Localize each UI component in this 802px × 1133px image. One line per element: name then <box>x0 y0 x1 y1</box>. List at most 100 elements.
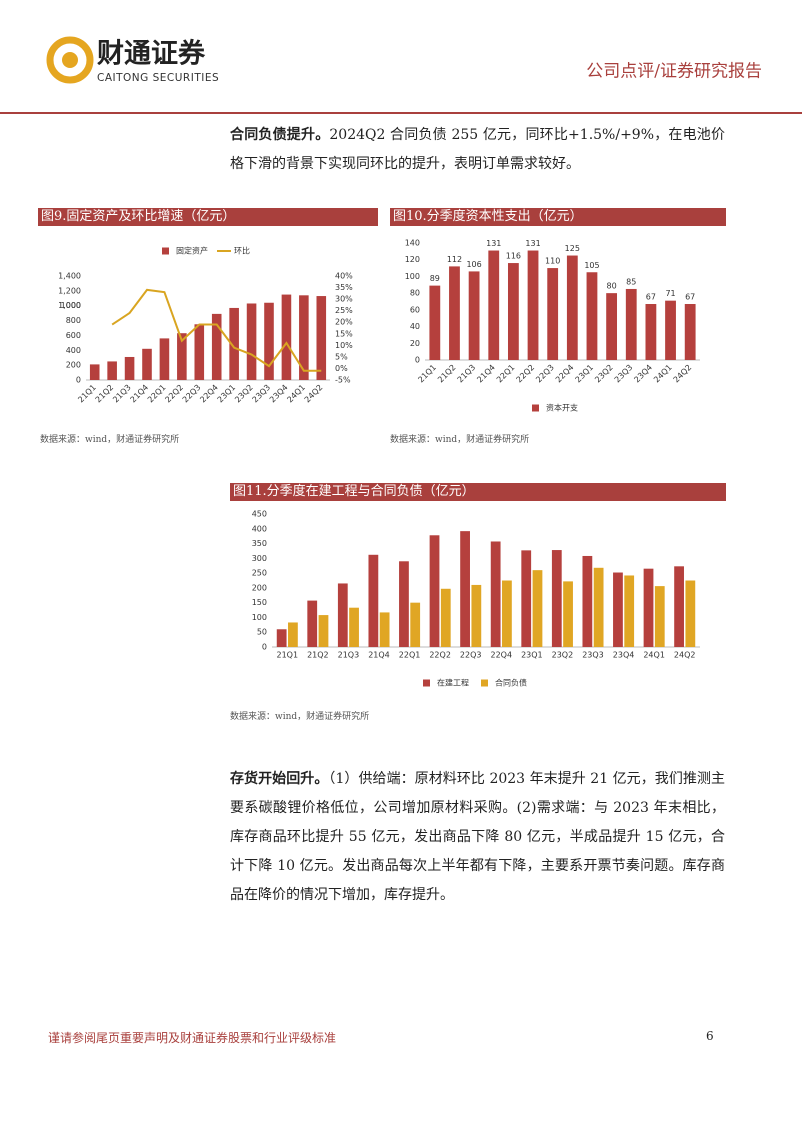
bar <box>194 324 205 380</box>
x-tick-label: 23Q3 <box>613 363 635 385</box>
chart-title: 图11.分季度在建工程与合同负债（亿元） <box>230 483 726 501</box>
tick-label: 400 <box>252 524 267 533</box>
x-tick-label: 23Q2 <box>593 363 615 385</box>
tick-label: 40 <box>410 322 420 331</box>
legend-label: 环比 <box>234 246 250 256</box>
bar <box>276 629 287 647</box>
bar <box>593 567 604 647</box>
x-tick-label: 23Q3 <box>582 651 604 660</box>
tick-label: 140 <box>405 239 420 248</box>
bar <box>368 554 379 647</box>
bar <box>665 300 676 360</box>
tick-label: 100 <box>405 272 420 281</box>
header: 财通证券 CAITONG SECURITIES 公司点评/证券研究报告 <box>0 36 802 114</box>
data-label: 67 <box>646 293 656 302</box>
x-tick-label: 21Q2 <box>307 651 329 660</box>
bar <box>349 607 359 647</box>
bar <box>299 295 309 380</box>
bar <box>440 588 451 647</box>
legend-label: 资本开支 <box>546 403 578 413</box>
paragraph: 合同负债提升。2024Q2 合同负债 255 亿元，同环比+1.5%/+9%，在… <box>230 121 725 179</box>
bar <box>566 255 578 360</box>
x-tick-label: 23Q3 <box>251 383 273 405</box>
bar <box>654 586 665 647</box>
bar <box>429 285 441 360</box>
x-tick-label: 23Q4 <box>632 363 654 385</box>
chart-title: 图9.固定资产及环比增速（亿元） <box>38 208 378 226</box>
paragraph: 存货开始回升。（1）供给端：原材料环比 2023 年末提升 21 亿元，我们推测… <box>230 765 725 910</box>
data-label: 110 <box>545 257 560 266</box>
bar <box>645 304 657 360</box>
tick-label: 250 <box>252 569 267 578</box>
x-tick-label: 22Q1 <box>146 383 168 405</box>
bar <box>685 580 696 647</box>
bar <box>410 602 421 647</box>
bar <box>379 612 390 647</box>
bar <box>429 535 440 647</box>
x-tick-label: 23Q1 <box>216 383 238 405</box>
bar <box>399 561 409 647</box>
brand-en: CAITONG SECURITIES <box>97 72 219 84</box>
bar <box>281 294 292 380</box>
x-tick-label: 21Q2 <box>436 363 458 385</box>
x-tick-label: 23Q1 <box>574 363 596 385</box>
legend-swatch <box>532 404 539 412</box>
bar <box>288 622 298 647</box>
x-tick-label: 23Q4 <box>613 651 635 660</box>
x-tick-label: 21Q3 <box>111 383 133 405</box>
x-tick-label: 24Q1 <box>652 363 674 385</box>
tick-label: 120 <box>405 255 420 264</box>
source: 数据来源：wind，财通证券研究所 <box>40 435 180 445</box>
tick-label: 40% <box>335 272 353 281</box>
x-tick-label: 21Q3 <box>456 363 478 385</box>
x-tick-label: 22Q1 <box>495 363 517 385</box>
bar <box>107 361 117 380</box>
x-tick-label: 22Q4 <box>198 383 220 405</box>
data-label: 71 <box>665 289 675 298</box>
page-number: 6 <box>706 1029 714 1043</box>
x-tick-label: 22Q2 <box>163 383 185 405</box>
bar <box>606 293 618 360</box>
chart-title: 图10.分季度资本性支出（亿元） <box>390 208 726 226</box>
text: （1）供给端：原材料环比 2023 年末提升 21 亿元，我们推测主要系碳酸锂价… <box>230 771 726 903</box>
x-tick-label: 21Q4 <box>368 651 390 660</box>
data-label: 105 <box>584 261 599 270</box>
bar <box>643 568 654 647</box>
tick-label: 300 <box>252 554 267 563</box>
x-tick-label: 24Q2 <box>674 651 696 660</box>
bar <box>613 572 623 647</box>
tick-label: 80 <box>410 289 420 298</box>
bar <box>582 555 593 647</box>
bar <box>490 541 501 647</box>
x-tick-label: 21Q4 <box>129 383 151 405</box>
x-tick-label: 21Q1 <box>276 651 298 660</box>
bar <box>316 296 327 380</box>
source: 数据来源：wind，财通证券研究所 <box>230 712 370 722</box>
x-tick-label: 23Q4 <box>268 383 290 405</box>
tick-label: 5% <box>335 352 348 361</box>
data-label: 116 <box>506 252 521 261</box>
footer-notice: 谨请参阅尾页重要声明及财通证券股票和行业评级标准 <box>48 1031 337 1045</box>
tick-label: 800 <box>66 316 81 325</box>
bar <box>89 364 100 380</box>
bar <box>468 271 480 360</box>
tick-label: 0 <box>262 643 267 652</box>
legend-swatch <box>481 679 488 687</box>
tick-label: 0 <box>415 356 420 365</box>
bar <box>471 584 482 647</box>
chart: 02040608010012014021Q121Q221Q321Q422Q122… <box>405 239 700 413</box>
legend-swatch <box>162 247 169 255</box>
source: 数据来源：wind，财通证券研究所 <box>390 435 530 445</box>
x-tick-label: 21Q1 <box>76 383 98 405</box>
bar <box>449 266 460 360</box>
bar <box>177 333 187 380</box>
x-tick-label: 22Q2 <box>515 363 537 385</box>
data-label: 67 <box>685 293 695 302</box>
report-type: 公司点评/证券研究报告 <box>586 62 762 82</box>
x-tick-label: 21Q4 <box>475 363 497 385</box>
x-tick-label: 24Q2 <box>303 383 325 405</box>
tick-label: 600 <box>66 331 81 340</box>
data-label: 112 <box>447 255 462 264</box>
